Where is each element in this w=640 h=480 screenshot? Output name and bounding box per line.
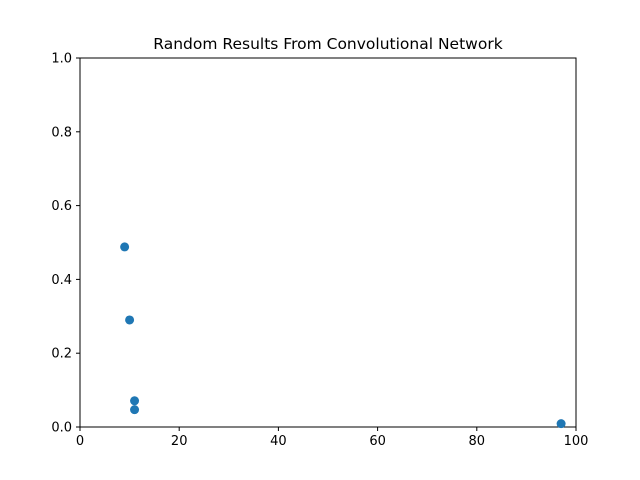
x-tick-label: 60 <box>369 434 386 449</box>
data-point <box>130 396 140 406</box>
y-tick-label: 0.6 <box>51 199 72 214</box>
axes-frame <box>79 57 577 428</box>
y-tick-label: 0.8 <box>51 125 72 140</box>
x-axis: 0 20 40 60 80 100 <box>76 427 589 449</box>
plot-area: 0 20 40 60 80 100 0.0 0.2 0.4 0.6 0.8 1.0 <box>51 52 588 450</box>
y-tick-label: 0.0 <box>51 421 72 436</box>
x-tick-label: 40 <box>270 434 287 449</box>
y-axis: 0.0 0.2 0.4 0.6 0.8 1.0 <box>51 52 80 436</box>
data-point <box>125 315 135 325</box>
y-tick-label: 1.0 <box>51 52 72 67</box>
x-tick-label: 80 <box>469 434 486 449</box>
data-points <box>120 242 566 429</box>
data-point <box>120 242 130 252</box>
y-tick-label: 0.2 <box>51 347 72 362</box>
data-point <box>556 419 566 429</box>
chart-title: Random Results From Convolutional Networ… <box>153 35 502 53</box>
x-tick-label: 0 <box>76 434 84 449</box>
x-tick-label: 100 <box>564 434 589 449</box>
y-tick-label: 0.4 <box>51 273 72 288</box>
x-tick-label: 20 <box>171 434 188 449</box>
data-point <box>130 405 140 415</box>
